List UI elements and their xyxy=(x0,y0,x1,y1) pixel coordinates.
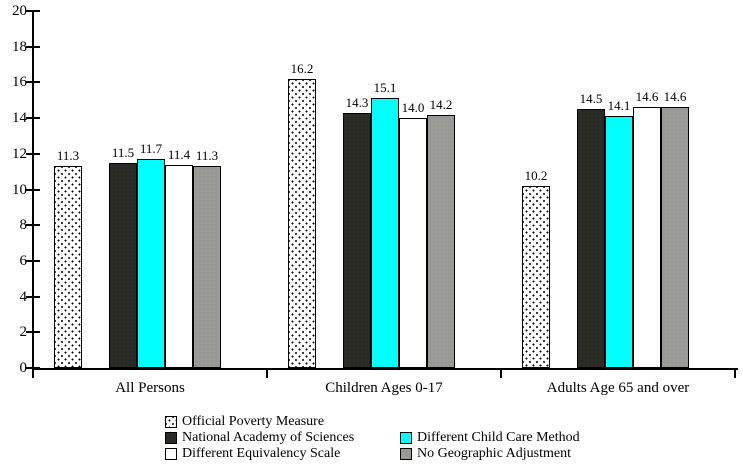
y-axis-tick xyxy=(26,331,40,334)
x-axis-tick xyxy=(32,370,34,378)
y-axis-tick-label: 16 xyxy=(12,74,27,91)
bar-value-label: 11.3 xyxy=(195,148,219,163)
y-axis-tick xyxy=(26,367,40,369)
bar-value-label: 14.6 xyxy=(635,89,659,104)
y-axis-tick xyxy=(26,117,40,120)
legend-swatch-white xyxy=(165,447,177,460)
bar-dotted xyxy=(522,186,550,368)
y-axis-tick-label: 18 xyxy=(12,38,27,55)
bar-dark xyxy=(577,109,605,368)
bar-dark xyxy=(109,163,137,368)
bar-gray xyxy=(661,107,689,368)
bar-value-label: 15.1 xyxy=(373,80,397,95)
y-axis-tick xyxy=(26,259,40,262)
legend-swatch-cyan xyxy=(400,431,412,444)
y-axis-tick-label: 12 xyxy=(12,145,27,162)
y-axis-tick-label: 4 xyxy=(19,288,28,305)
bar-value-label: 14.1 xyxy=(607,98,631,113)
bar-gray xyxy=(193,166,221,368)
bar-value-label: 14.3 xyxy=(345,95,369,110)
y-axis-tick-label: 10 xyxy=(12,181,27,198)
legend-item: Different Child Care Method xyxy=(400,430,580,445)
bar-gray xyxy=(427,115,455,368)
legend-label: No Geographic Adjustment xyxy=(417,446,571,461)
legend-item: Official Poverty Measure xyxy=(165,414,324,429)
bar-value-label: 16.2 xyxy=(290,61,314,76)
y-axis-tick-label: 0 xyxy=(19,360,28,376)
bar-value-label: 14.6 xyxy=(663,89,687,104)
bar-value-label: 11.5 xyxy=(111,145,135,160)
legend-label: Different Equivalency Scale xyxy=(182,446,341,461)
bar-cyan xyxy=(137,159,165,368)
bar-value-label: 14.2 xyxy=(429,97,453,112)
bar-white xyxy=(399,118,427,368)
x-category-label: All Persons xyxy=(115,380,185,396)
bar-cyan xyxy=(605,116,633,368)
bar-value-label: 11.3 xyxy=(56,148,80,163)
legend-label: National Academy of Sciences xyxy=(182,430,355,445)
bar-dark xyxy=(343,113,371,368)
y-axis-tick xyxy=(26,224,40,227)
bar-value-label: 11.7 xyxy=(139,141,163,156)
y-axis-tick xyxy=(26,81,40,84)
bar-cyan xyxy=(371,98,399,368)
x-axis-tick xyxy=(734,370,736,378)
bar-dotted xyxy=(288,79,316,368)
legend-swatch-gray xyxy=(400,447,412,460)
y-axis-tick xyxy=(26,10,40,12)
bar-dotted xyxy=(54,166,82,368)
legend-label: Official Poverty Measure xyxy=(182,414,325,429)
y-axis-tick xyxy=(26,295,40,298)
bar-white xyxy=(165,165,193,368)
bar-value-label: 10.2 xyxy=(524,168,548,183)
y-axis-tick xyxy=(26,188,40,191)
bar-white xyxy=(633,107,661,368)
legend-swatch-dark xyxy=(165,431,177,444)
bar-value-label: 14.0 xyxy=(401,100,425,115)
legend-item: National Academy of Sciences xyxy=(165,430,354,445)
y-axis-tick-label: 6 xyxy=(19,252,28,269)
legend-swatch-dotted xyxy=(165,415,177,428)
x-category-label: Children Ages 0-17 xyxy=(325,380,443,396)
x-category-label: Adults Age 65 and over xyxy=(546,380,690,396)
legend-item: Different Equivalency Scale xyxy=(165,446,340,461)
bar-value-label: 14.5 xyxy=(579,91,603,106)
legend-label: Different Child Care Method xyxy=(417,430,580,445)
y-axis-tick xyxy=(26,45,40,48)
x-axis-line xyxy=(32,368,738,370)
y-axis-tick xyxy=(26,152,40,155)
legend-item: No Geographic Adjustment xyxy=(400,446,571,461)
y-axis-line xyxy=(32,11,34,370)
y-axis-tick-label: 20 xyxy=(12,3,27,19)
x-axis-tick xyxy=(500,370,502,378)
bar-value-label: 11.4 xyxy=(167,147,191,162)
y-axis-tick-label: 2 xyxy=(19,324,28,341)
y-axis-tick-label: 8 xyxy=(19,217,28,234)
y-axis-tick-label: 14 xyxy=(12,110,27,127)
x-axis-tick xyxy=(266,370,268,378)
